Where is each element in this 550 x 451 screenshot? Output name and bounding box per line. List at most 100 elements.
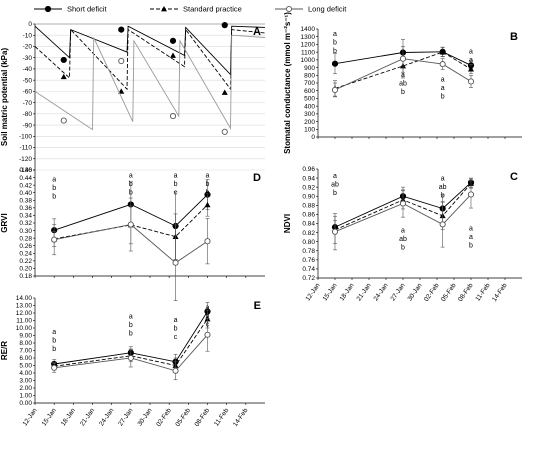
y-tick-label: 0.00 <box>19 400 32 407</box>
significance-letter: b <box>333 190 337 197</box>
y-tick-label: 900 <box>304 65 315 72</box>
marker-long-1 <box>399 55 407 62</box>
x-tick-label: 27-Jan <box>117 407 134 428</box>
y-tick-label: 0 <box>28 21 32 28</box>
significance-letter: b <box>52 338 56 345</box>
significance-letter: a <box>206 304 210 311</box>
significance-letter: b <box>129 322 133 329</box>
significance-letter: b <box>401 89 405 96</box>
significance-letter: a <box>469 225 473 232</box>
y-tick-label: 0.44 <box>19 175 32 182</box>
y-tick-label: 0.38 <box>19 197 32 204</box>
series-line-long <box>334 58 472 91</box>
panel-b-stomatal-conductance: 0100200300400500600700800900100011001200… <box>283 12 522 154</box>
significance-letter: a <box>174 317 178 324</box>
significance-letter: b <box>52 193 56 200</box>
y-tick-label: 1400 <box>301 26 316 33</box>
y-tick-label: -100 <box>19 134 32 141</box>
y-tick-label: -20 <box>23 44 33 51</box>
y-tick-label: 1000 <box>301 57 316 64</box>
marker-long-3 <box>204 238 211 245</box>
y-tick-label: 3.00 <box>19 378 32 385</box>
significance-letter: c <box>174 190 178 197</box>
x-tick-label: 30-Jan <box>137 407 154 428</box>
y-tick-label: 5.00 <box>19 363 32 370</box>
y-tick-label: 1.00 <box>19 393 32 400</box>
x-tick-label: 27-Jan <box>390 282 407 303</box>
marker-standard-0 <box>60 73 67 80</box>
y-tick-label: -70 <box>23 100 33 107</box>
significance-letter: b <box>441 192 445 199</box>
marker-long-3 <box>467 78 475 85</box>
y-tick-label: 0.94 <box>302 175 315 182</box>
y-tick-label: -130 <box>19 167 32 174</box>
x-tick-label: 08-Feb <box>457 282 475 303</box>
legend-label-0: Short deficit <box>67 5 108 14</box>
panel-label: E <box>254 300 261 312</box>
marker-long-3 <box>221 128 228 135</box>
significance-letter: a <box>469 49 473 56</box>
y-tick-label: -90 <box>23 122 33 129</box>
x-tick-label: 15-Jan <box>41 407 58 428</box>
x-tick-label: 18-Jan <box>339 282 356 303</box>
marker-short-1 <box>118 26 125 33</box>
y-tick-label: 0.32 <box>19 220 32 227</box>
y-tick-label: 300 <box>304 111 315 118</box>
x-tick-label: 05-Feb <box>440 282 458 303</box>
y-tick-label: 0.42 <box>19 182 32 189</box>
y-tick-label: 0.96 <box>302 166 315 173</box>
marker-long-0 <box>51 364 58 371</box>
marker-standard-3 <box>468 66 474 72</box>
significance-letter: b <box>469 242 473 249</box>
y-tick-label: 0.76 <box>302 257 315 264</box>
x-tick-label: 11-Feb <box>474 282 491 303</box>
date-axis-left: 12-Jan 15-Jan 18-Jan 21-Jan 24-Jan 27-Jan 30-J… <box>22 407 250 428</box>
y-axis-title: RE/R <box>0 341 9 360</box>
series-line-short <box>334 51 472 66</box>
y-tick-label: 13.00 <box>16 303 33 310</box>
y-tick-label: 0.36 <box>19 205 32 212</box>
series-line-long <box>334 194 472 233</box>
marker-long-0 <box>51 236 58 243</box>
y-tick-label: 0.40 <box>19 190 32 197</box>
significance-letter: b <box>52 346 56 353</box>
series-line-long <box>54 334 208 372</box>
x-tick-label: 15-Jan <box>322 282 339 303</box>
significance-letter: c <box>174 334 178 341</box>
significance-letter: b <box>129 190 133 197</box>
marker-standard-2 <box>439 49 446 55</box>
significance-letter: a <box>441 175 445 182</box>
panel-d-grvi: 0.180.200.220.240.260.280.300.320.340.36… <box>0 167 265 301</box>
series-line-long <box>34 34 266 131</box>
significance-letter: a <box>129 313 133 320</box>
marker-long-1 <box>127 354 134 362</box>
legend-marker-0 <box>44 5 52 13</box>
y-tick-label: 0.80 <box>302 239 315 246</box>
marker-standard-3 <box>221 89 228 95</box>
x-tick-label: 14-Feb <box>232 407 250 428</box>
series-line-short <box>334 182 472 228</box>
marker-long-2 <box>172 259 179 266</box>
series-line-standard <box>334 183 472 231</box>
series-line-long <box>54 224 208 264</box>
y-tick-label: 0.30 <box>19 228 32 235</box>
significance-letter: b <box>333 39 337 46</box>
y-tick-label: 0.74 <box>302 266 315 273</box>
y-tick-label: 12.00 <box>16 310 33 317</box>
y-tick-label: -80 <box>23 111 33 118</box>
y-tick-label: 7.00 <box>19 348 32 355</box>
y-tick-label: -50 <box>23 77 33 84</box>
y-tick-label: 0.72 <box>302 275 315 282</box>
x-tick-label: 14-Feb <box>491 282 509 303</box>
x-tick-label: 02-Feb <box>155 407 173 428</box>
significance-letter: b <box>129 330 133 337</box>
date-axis-right: 12-Jan 15-Jan 18-Jan 21-Jan 24-Jan 27-Jan 30-J… <box>305 282 509 303</box>
y-axis-title: GRVI <box>0 213 9 232</box>
y-tick-label: 0.18 <box>19 273 32 280</box>
y-tick-label: -30 <box>23 55 33 62</box>
significance-letter: ab <box>439 184 447 191</box>
series-line-short <box>54 194 208 231</box>
x-tick-label: 18-Jan <box>60 407 77 428</box>
y-axis-title: Soil matric potential (kPa) <box>0 48 9 147</box>
significance-letter: b <box>174 326 178 333</box>
